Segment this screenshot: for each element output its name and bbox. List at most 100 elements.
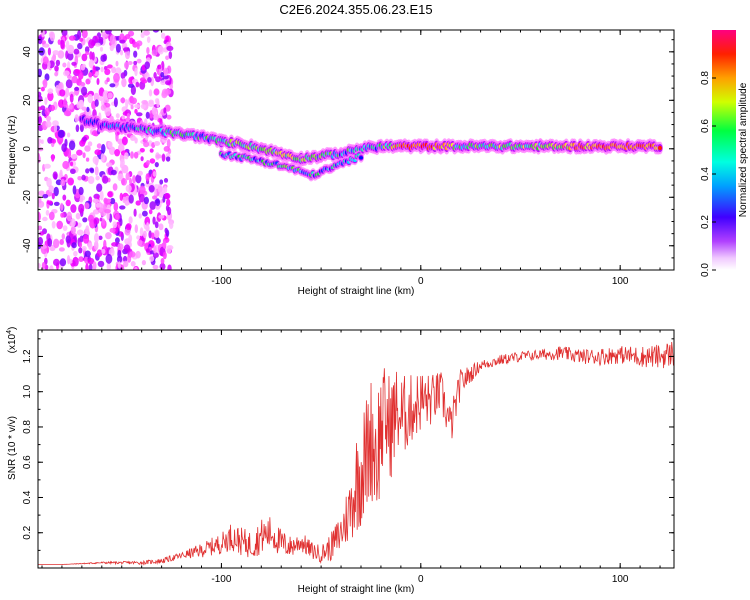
noise-cell [59,202,64,211]
noise-cell [79,197,84,203]
noise-cell [47,88,54,94]
noise-cell [46,200,53,205]
noise-cell [121,78,127,88]
noise-cell [95,202,101,208]
noise-cell [87,257,95,265]
noise-cell [149,158,156,164]
noise-cell [125,99,129,109]
noise-cell [139,148,145,153]
noise-cell [109,227,116,233]
noise-cell [119,192,124,201]
noise-cell [63,110,71,117]
snr-x-label: Height of straight line (km) [298,584,415,595]
noise-cell [128,234,133,243]
noise-cell [78,256,84,262]
noise-cell [107,191,113,198]
noise-cell [138,185,146,195]
noise-cell [153,245,157,254]
noise-cell [57,39,61,45]
noise-cell [114,149,120,157]
noise-cell [133,60,138,66]
noise-cell [46,177,52,188]
noise-cell [105,30,112,35]
noise-cell [87,141,93,147]
noise-cell [146,222,150,231]
noise-cell [80,64,86,71]
noise-cell [119,49,124,56]
noise-cell [39,231,45,236]
noise-cell [115,113,120,119]
noise-cell [140,156,144,162]
noise-cell [126,113,131,119]
noise-cell [124,200,129,206]
noise-cell [153,113,159,121]
noise-cell [166,45,174,52]
x-tick-label: -100 [211,276,231,287]
noise-cell [135,250,141,259]
noise-cell [134,266,138,270]
noise-cell [74,114,79,123]
noise-cell [95,175,100,181]
y-tick-label: -40 [22,238,33,253]
noise-cell [94,233,99,243]
snr-x-ticks: -100 0 100 [41,330,661,585]
noise-cell [134,137,138,144]
noise-cell [112,183,118,191]
noise-cell [130,261,136,267]
noise-cell [107,92,113,99]
y-tick-label: 0.4 [22,490,33,504]
noise-cell [47,47,52,56]
noise-cell [152,216,156,225]
noise-cell [157,185,163,193]
noise-cell [86,106,90,112]
noise-cell [85,157,90,162]
noise-cell [121,178,127,186]
noise-cell [130,151,134,159]
noise-cell [125,184,132,193]
noise-cell [92,261,97,270]
noise-cell [68,140,76,151]
noise-cell [76,149,83,156]
noise-cell [48,185,54,193]
noise-cell [51,138,57,144]
noise-cell [123,244,131,253]
noise-cell [66,255,71,265]
noise-cell [147,77,152,83]
noise-cell [77,30,82,40]
noise-cell [148,230,152,239]
noise-cell [135,81,140,88]
noise-cell [51,192,55,200]
noise-cell [163,185,168,194]
y-tick-label: 40 [22,46,33,58]
noise-cell [53,124,58,133]
noise-cell [104,102,111,108]
noise-cell [85,225,90,236]
noise-cell [164,227,168,234]
noise-cell [78,203,85,214]
noise-cell [104,68,111,76]
noise-cell [109,34,116,45]
noise-cell [169,221,174,229]
noise-cell [137,239,143,247]
noise-cell [48,211,55,221]
noise-cell [134,108,138,114]
noise-cell [41,40,46,45]
noise-cell [55,59,61,67]
noise-cell [120,72,126,79]
noise-cell [67,52,74,61]
noise-cell [40,139,44,144]
noise-cell [131,97,138,105]
noise-cell [53,238,60,249]
noise-cell [93,217,100,225]
noise-cell [82,234,90,244]
noise-cell [59,239,64,245]
noise-cell [84,46,90,53]
noise-cell [61,233,65,240]
noise-cell [60,212,65,218]
svg-text:(x104): (x104) [6,327,18,354]
noise-cell [57,50,65,59]
noise-cell [162,240,167,249]
noise-cell [122,47,130,52]
noise-cell [63,70,70,77]
noise-cell [117,261,121,269]
